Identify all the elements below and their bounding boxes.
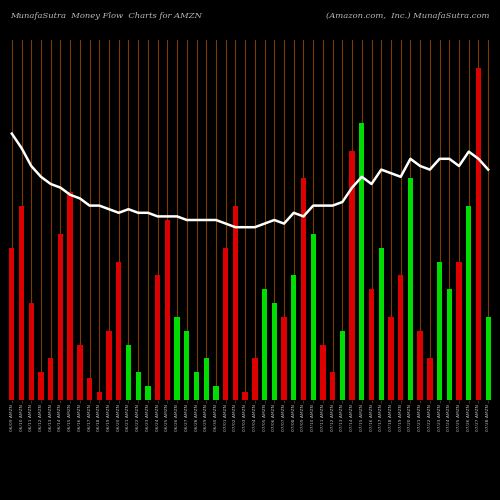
Bar <box>378 248 384 400</box>
Bar <box>223 248 228 400</box>
Bar <box>476 68 481 400</box>
Bar <box>9 248 15 400</box>
Bar <box>456 262 462 400</box>
Bar <box>310 234 316 400</box>
Bar <box>174 317 180 400</box>
Bar <box>204 358 209 400</box>
Bar <box>232 206 238 400</box>
Text: MunafaSutra  Money Flow  Charts for AMZN: MunafaSutra Money Flow Charts for AMZN <box>10 12 202 20</box>
Bar <box>145 386 150 400</box>
Bar <box>486 317 491 400</box>
Bar <box>77 344 82 400</box>
Bar <box>350 151 355 400</box>
Bar <box>262 289 268 400</box>
Bar <box>28 303 34 400</box>
Bar <box>126 344 131 400</box>
Bar <box>184 331 190 400</box>
Bar <box>164 220 170 400</box>
Bar <box>58 234 63 400</box>
Bar <box>68 192 73 400</box>
Bar <box>282 317 286 400</box>
Bar <box>136 372 141 400</box>
Bar <box>301 178 306 400</box>
Text: (Amazon.com,  Inc.) MunafaSutra.com: (Amazon.com, Inc.) MunafaSutra.com <box>326 12 490 20</box>
Bar <box>96 392 102 400</box>
Bar <box>398 276 404 400</box>
Bar <box>369 289 374 400</box>
Bar <box>194 372 199 400</box>
Bar <box>214 386 218 400</box>
Bar <box>330 372 336 400</box>
Bar <box>291 276 296 400</box>
Bar <box>466 206 471 400</box>
Bar <box>418 331 423 400</box>
Bar <box>19 206 24 400</box>
Bar <box>116 262 121 400</box>
Bar <box>272 303 277 400</box>
Bar <box>446 289 452 400</box>
Bar <box>106 331 112 400</box>
Bar <box>38 372 44 400</box>
Bar <box>408 178 413 400</box>
Bar <box>320 344 326 400</box>
Bar <box>252 358 258 400</box>
Bar <box>359 123 364 400</box>
Bar <box>340 331 345 400</box>
Bar <box>87 378 92 400</box>
Bar <box>388 317 394 400</box>
Bar <box>48 358 54 400</box>
Bar <box>437 262 442 400</box>
Bar <box>242 392 248 400</box>
Bar <box>155 276 160 400</box>
Bar <box>427 358 432 400</box>
